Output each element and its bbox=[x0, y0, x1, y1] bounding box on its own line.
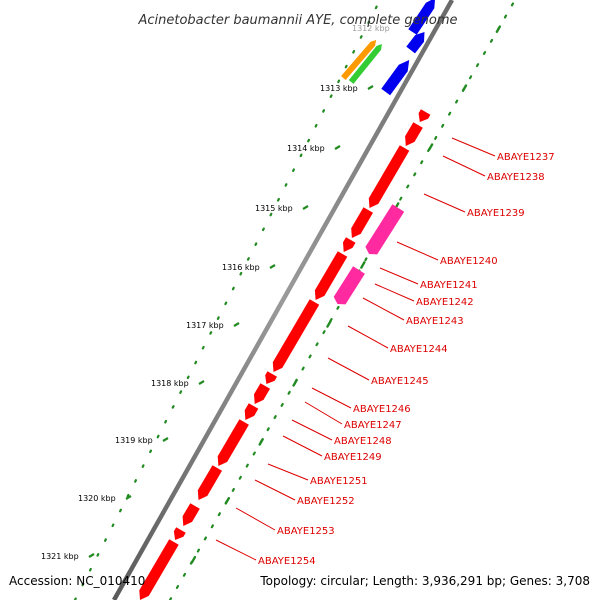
leader-line bbox=[267, 463, 309, 481]
kbp-tick-label: 1316 kbp bbox=[222, 263, 260, 272]
gene-label: ABAYE1243 bbox=[406, 316, 464, 327]
gene-label: ABAYE1246 bbox=[353, 404, 411, 415]
gene-cds-arrow bbox=[351, 207, 373, 238]
leader-line bbox=[327, 357, 370, 381]
kbp-tick-mark bbox=[233, 322, 240, 327]
gene-cds-arrow bbox=[197, 465, 222, 500]
leader-line bbox=[254, 479, 296, 501]
gene-cds-arrow bbox=[139, 539, 179, 600]
gene-cds-arrow bbox=[272, 299, 320, 372]
gene-cds-arrow bbox=[418, 109, 431, 122]
kbp-tick-label: 1314 kbp bbox=[287, 144, 325, 153]
kbp-tick-label: 1317 kbp bbox=[186, 321, 224, 330]
gc-track-inner bbox=[168, 0, 517, 600]
gene-label: ABAYE1247 bbox=[344, 420, 402, 431]
gene-label: ABAYE1252 bbox=[297, 496, 355, 507]
gene-cds-arrow bbox=[265, 371, 277, 384]
backbone bbox=[112, 0, 454, 600]
leader-line bbox=[215, 539, 257, 561]
leader-line bbox=[451, 137, 496, 157]
gene-green-arrow bbox=[348, 44, 382, 84]
gene-label: ABAYE1253 bbox=[277, 526, 335, 537]
gene-label: ABAYE1239 bbox=[467, 208, 525, 219]
gene-cds-arrow bbox=[244, 403, 259, 420]
kbp-tick-label: 1312 kbp bbox=[352, 24, 390, 33]
gene-label: ABAYE1248 bbox=[334, 436, 392, 447]
gene-label: ABAYE1251 bbox=[310, 476, 368, 487]
gene-pink-arrow bbox=[333, 266, 365, 305]
gc-track-inner-ticks bbox=[168, 0, 516, 600]
gene-label: ABAYE1244 bbox=[390, 344, 448, 355]
gene-cds-arrow bbox=[343, 237, 356, 252]
gene-label: ABAYE1242 bbox=[416, 297, 474, 308]
kbp-tick-mark bbox=[162, 437, 169, 442]
gene-cds-arrow bbox=[368, 145, 410, 208]
gene-cds-arrow bbox=[405, 122, 423, 146]
kbp-tick-label: 1319 kbp bbox=[115, 436, 153, 445]
kbp-tick-mark bbox=[367, 85, 374, 90]
leader-line bbox=[304, 401, 343, 425]
kbp-scale: 1312 kbp 1313 kbp 1314 kbp 1315 kbp 1316 kbp… bbox=[41, 24, 390, 561]
topology-text: Topology: circular; Length: 3,936,291 bp… bbox=[260, 574, 590, 588]
gene-label: ABAYE1237 bbox=[497, 152, 555, 163]
gene-cds-arrow bbox=[314, 251, 348, 300]
kbp-tick-label: 1320 kbp bbox=[78, 494, 116, 503]
gene-cds-arrow bbox=[217, 419, 249, 466]
gene-orange-arrow bbox=[341, 40, 377, 80]
leader-line bbox=[374, 283, 415, 302]
leader-line bbox=[396, 241, 439, 261]
gene-features bbox=[139, 0, 435, 600]
gene-label: ABAYE1240 bbox=[440, 256, 498, 267]
leader-line bbox=[282, 435, 323, 457]
leader-line bbox=[362, 297, 405, 321]
gene-blue-arrow bbox=[406, 32, 425, 54]
gene-cds-arrow bbox=[254, 383, 270, 404]
gene-label: ABAYE1241 bbox=[420, 280, 478, 291]
kbp-tick-mark bbox=[302, 205, 309, 210]
gene-label: ABAYE1254 bbox=[258, 556, 316, 567]
leader-line bbox=[379, 267, 419, 285]
leader-line bbox=[235, 507, 276, 531]
gene-labels: ABAYE1237 ABAYE1238 ABAYE1239 ABAYE1240 ABAY… bbox=[258, 152, 555, 567]
kbp-tick-mark bbox=[269, 264, 276, 269]
leader-line bbox=[291, 419, 333, 441]
gene-cds-arrow bbox=[173, 527, 186, 540]
gene-label: ABAYE1245 bbox=[371, 376, 429, 387]
map-title: Acinetobacter baumannii AYE, complete ge… bbox=[137, 13, 457, 28]
kbp-tick-label: 1318 kbp bbox=[151, 379, 189, 388]
kbp-tick-mark bbox=[88, 553, 95, 558]
gene-pink-arrow bbox=[365, 204, 405, 255]
kbp-tick-mark bbox=[125, 495, 132, 500]
gene-blue-arrow bbox=[408, 0, 435, 35]
leader-line bbox=[423, 193, 466, 213]
gene-label: ABAYE1238 bbox=[487, 172, 545, 183]
leader-line bbox=[442, 155, 486, 177]
kbp-tick-label: 1321 kbp bbox=[41, 552, 79, 561]
leader-line bbox=[311, 387, 352, 409]
accession-text: Accession: NC_010410 bbox=[9, 574, 146, 588]
label-leader-lines bbox=[215, 137, 496, 561]
leader-line bbox=[347, 325, 389, 349]
kbp-tick-mark bbox=[334, 145, 341, 150]
gene-blue-arrow bbox=[381, 60, 410, 96]
gene-label: ABAYE1249 bbox=[324, 452, 382, 463]
gene-cds-arrow bbox=[182, 503, 200, 526]
kbp-tick-label: 1315 kbp bbox=[255, 204, 293, 213]
kbp-tick-mark bbox=[198, 380, 205, 385]
kbp-tick-label: 1313 kbp bbox=[320, 84, 358, 93]
